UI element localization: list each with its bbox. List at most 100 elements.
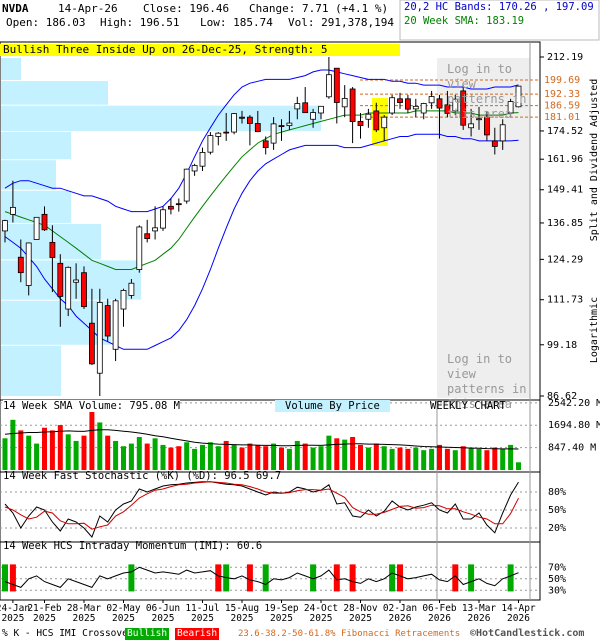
volume-bar — [73, 440, 79, 470]
crossover-signal — [349, 564, 356, 592]
y-tick-label: 70% — [548, 562, 566, 573]
candle-body — [120, 290, 127, 310]
crossover-signal — [333, 564, 340, 592]
candle-body — [191, 165, 198, 172]
candle-body — [341, 98, 348, 108]
volume-bar — [105, 435, 111, 470]
header-low: Low: 185.74 — [200, 16, 273, 29]
crossover-signal — [468, 564, 475, 592]
y-tick-label: 161.96 — [547, 154, 583, 165]
volume-by-price-bar — [1, 81, 108, 105]
login-overlay: Log in to view patterns in this area — [447, 62, 527, 121]
side-label: Split and Dividend Adjusted — [589, 79, 600, 242]
x-tick-label: 02-Jan 2026 — [382, 603, 418, 624]
volume-bar — [97, 422, 103, 470]
candle-body — [365, 113, 372, 120]
volume-bar — [57, 425, 63, 470]
candle-body — [33, 216, 40, 240]
volume-bar — [263, 446, 269, 470]
footer-crossover: % K - HCS IMI Crossover: — [2, 628, 140, 639]
volume-bar — [65, 434, 71, 470]
volume-bar — [176, 446, 182, 470]
panel-frame — [0, 471, 541, 543]
volume-bar — [223, 440, 229, 470]
x-tick-label: 11-Jul 2025 — [185, 603, 220, 624]
x-tick-label: 13-Mar 2026 — [461, 603, 497, 624]
candle-body — [373, 110, 380, 131]
header-close: Close: 196.46 — [143, 2, 230, 15]
candle-body — [420, 103, 427, 114]
candle-body — [302, 102, 309, 114]
volume-bar — [389, 448, 395, 470]
volume-bar — [516, 462, 521, 470]
candle-body — [223, 131, 230, 134]
candle-body — [436, 98, 443, 109]
x-tick-label: 06-Feb 2026 — [422, 603, 457, 624]
candle-body — [152, 227, 159, 232]
crossover-signal — [262, 564, 269, 592]
volume-bar — [128, 443, 134, 470]
candle-body — [239, 116, 245, 119]
header-high: High: 196.51 — [100, 16, 180, 29]
y-tick-label: 149.41 — [547, 185, 583, 196]
candle-body — [325, 74, 332, 98]
signal-legend: Bullish — [125, 628, 170, 640]
side-label: Logarithmic — [589, 297, 600, 363]
candle-body — [452, 98, 459, 112]
chart-period-label: WEEKLY CHART — [430, 400, 506, 412]
header-bands: 20,2 HC Bands: 170.26 , 197.09 — [404, 1, 594, 13]
volume-bar — [484, 450, 490, 470]
stochastic-title: 14 Week Fast Stochastic (%K) (%D): 96.5 … — [3, 470, 282, 482]
crossover-signal — [2, 564, 8, 592]
volume-bar — [200, 444, 205, 470]
candle-body — [2, 220, 8, 232]
candle-body — [73, 279, 79, 283]
footer-credit: ©HotCandlestick.com — [470, 628, 585, 639]
volume-bar — [365, 447, 371, 470]
candle-body — [333, 67, 340, 103]
candle-body — [515, 85, 522, 108]
candle-body — [160, 209, 166, 229]
volume-bar — [10, 419, 16, 470]
candle-body — [199, 152, 206, 167]
volume-bar — [350, 436, 356, 470]
volume-bar — [34, 443, 40, 470]
candle-body — [25, 242, 32, 286]
y-tick-label: 50% — [548, 505, 566, 516]
volume-bar — [500, 448, 506, 470]
volume-bar — [405, 448, 411, 470]
volume-bar — [26, 435, 32, 470]
fib-label: 181.01 — [544, 112, 580, 123]
candle-body — [231, 113, 238, 133]
crossover-signal — [128, 564, 135, 592]
volume-bar — [152, 438, 158, 470]
x-tick-label: 24-Oct 2025 — [303, 603, 339, 624]
candle-body — [262, 140, 269, 148]
y-tick-label: 50% — [548, 574, 566, 585]
volume-bar — [168, 447, 174, 470]
header-change: Change: 7.71 (+4.1 %) — [249, 2, 389, 15]
candle-body — [175, 203, 182, 206]
y-tick-label: 86.62 — [547, 391, 577, 402]
x-tick-label: 21-Feb 2025 — [27, 603, 62, 624]
crossover-signal — [310, 564, 317, 592]
candle-body — [112, 300, 119, 350]
volume-bar — [286, 448, 292, 470]
panel-frame — [0, 541, 541, 601]
volume-bar — [508, 444, 514, 470]
imi-line — [4, 566, 519, 589]
candle-body — [397, 98, 403, 103]
stochastic-line — [4, 481, 519, 538]
volume-bar — [302, 443, 308, 470]
candle-body — [468, 123, 475, 129]
candle-body — [183, 168, 190, 202]
x-tick-label: 28-Mar 2025 — [66, 603, 102, 624]
candle-body — [167, 205, 174, 210]
candle-body — [9, 206, 16, 215]
imi-title: 14 Week HCS Intraday Momentum (IMI): 60.… — [3, 540, 263, 552]
candle-body — [357, 120, 364, 127]
volume-bar — [2, 438, 8, 470]
candle-body — [81, 272, 87, 308]
candle-body — [460, 90, 467, 126]
